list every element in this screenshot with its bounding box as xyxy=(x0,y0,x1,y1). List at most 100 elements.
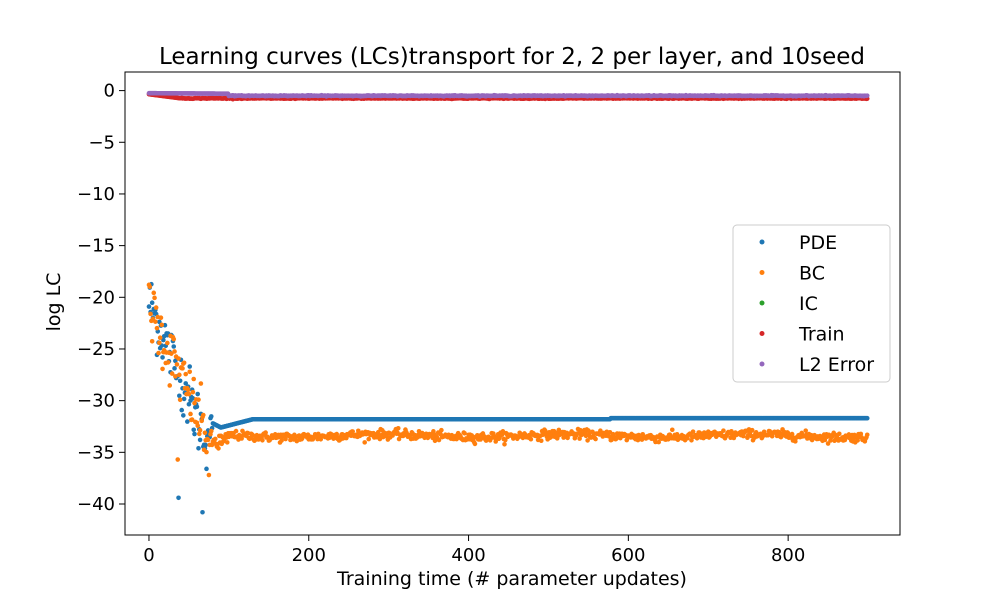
x-tick-label: 200 xyxy=(292,545,326,566)
legend-label: IC xyxy=(799,293,818,315)
x-tick-label: 400 xyxy=(451,545,485,566)
data-point xyxy=(334,431,340,437)
data-point xyxy=(173,374,178,379)
data-point xyxy=(462,431,467,436)
y-tick-label: −35 xyxy=(77,442,115,463)
data-point xyxy=(152,295,157,301)
legend-marker xyxy=(759,270,765,275)
data-point xyxy=(216,446,221,451)
data-point xyxy=(195,423,201,428)
data-point xyxy=(156,350,161,356)
data-point xyxy=(190,389,196,395)
data-point xyxy=(181,396,187,402)
data-point xyxy=(206,472,212,478)
data-point xyxy=(177,372,182,378)
data-point xyxy=(538,438,544,444)
legend-label: Train xyxy=(798,324,845,346)
data-point xyxy=(721,428,726,433)
data-point xyxy=(208,428,214,434)
data-point xyxy=(165,360,171,365)
data-point xyxy=(250,432,256,438)
data-point xyxy=(283,436,288,442)
y-tick-label: −25 xyxy=(77,339,115,360)
legend-marker xyxy=(759,331,765,336)
y-tick-label: −15 xyxy=(77,236,115,257)
data-point xyxy=(769,433,775,439)
data-point xyxy=(169,371,175,376)
data-point xyxy=(439,427,444,433)
data-point xyxy=(577,436,582,441)
data-point xyxy=(157,335,163,340)
data-point xyxy=(436,437,442,443)
data-point xyxy=(149,338,155,344)
y-tick-label: −5 xyxy=(88,132,115,153)
data-point xyxy=(189,417,195,422)
data-point xyxy=(153,319,158,324)
data-point xyxy=(472,441,478,447)
data-point xyxy=(864,93,870,98)
data-point xyxy=(167,383,173,388)
data-point xyxy=(197,428,203,433)
y-axis-label: log LC xyxy=(43,273,65,332)
x-axis-label: Training time (# parameter updates) xyxy=(336,568,687,590)
data-point xyxy=(183,371,189,377)
data-point xyxy=(362,440,367,445)
legend: PDE BC IC Train L2 Error xyxy=(732,224,891,383)
data-point xyxy=(175,457,181,462)
x-tick-label: 600 xyxy=(611,545,645,566)
data-point xyxy=(204,449,209,455)
data-point xyxy=(822,437,828,443)
data-point xyxy=(585,438,590,443)
data-point xyxy=(151,290,157,296)
data-point xyxy=(749,427,755,433)
data-point xyxy=(239,436,244,441)
data-point xyxy=(185,387,191,393)
data-point xyxy=(279,438,284,443)
data-point xyxy=(180,366,185,371)
data-point xyxy=(194,404,200,409)
legend-label: PDE xyxy=(799,232,837,254)
data-point xyxy=(858,431,864,437)
data-point xyxy=(789,431,795,437)
data-point xyxy=(350,429,356,434)
data-point xyxy=(195,391,201,397)
data-point xyxy=(864,432,870,438)
data-point xyxy=(656,439,662,445)
data-point xyxy=(154,325,160,331)
data-point xyxy=(171,344,177,349)
data-point xyxy=(183,381,189,386)
y-tick-label: −10 xyxy=(77,184,115,205)
data-point xyxy=(188,411,193,417)
data-point xyxy=(224,440,230,445)
data-point xyxy=(674,431,680,437)
data-point xyxy=(356,428,361,434)
series-l2-error xyxy=(146,90,870,99)
data-point xyxy=(528,436,534,442)
legend-marker xyxy=(759,300,765,306)
legend-label: BC xyxy=(799,263,825,285)
data-point xyxy=(197,431,202,437)
data-point xyxy=(148,311,153,317)
y-tick-label: −30 xyxy=(77,391,115,412)
data-point xyxy=(191,427,197,433)
data-point xyxy=(165,340,170,346)
data-point xyxy=(157,340,162,346)
plot-frame xyxy=(124,71,901,536)
legend-marker xyxy=(759,361,765,367)
data-point xyxy=(177,378,183,384)
data-point xyxy=(160,366,165,372)
data-point xyxy=(177,393,182,399)
y-tick-label: −40 xyxy=(77,494,115,515)
data-point xyxy=(503,437,508,443)
data-point xyxy=(177,397,183,403)
data-point xyxy=(146,304,152,309)
data-point xyxy=(208,414,214,419)
data-point xyxy=(185,419,190,424)
data-point xyxy=(836,431,842,437)
data-point xyxy=(191,376,197,382)
data-point xyxy=(263,430,268,435)
series-bc xyxy=(146,282,870,478)
data-point xyxy=(260,437,265,443)
